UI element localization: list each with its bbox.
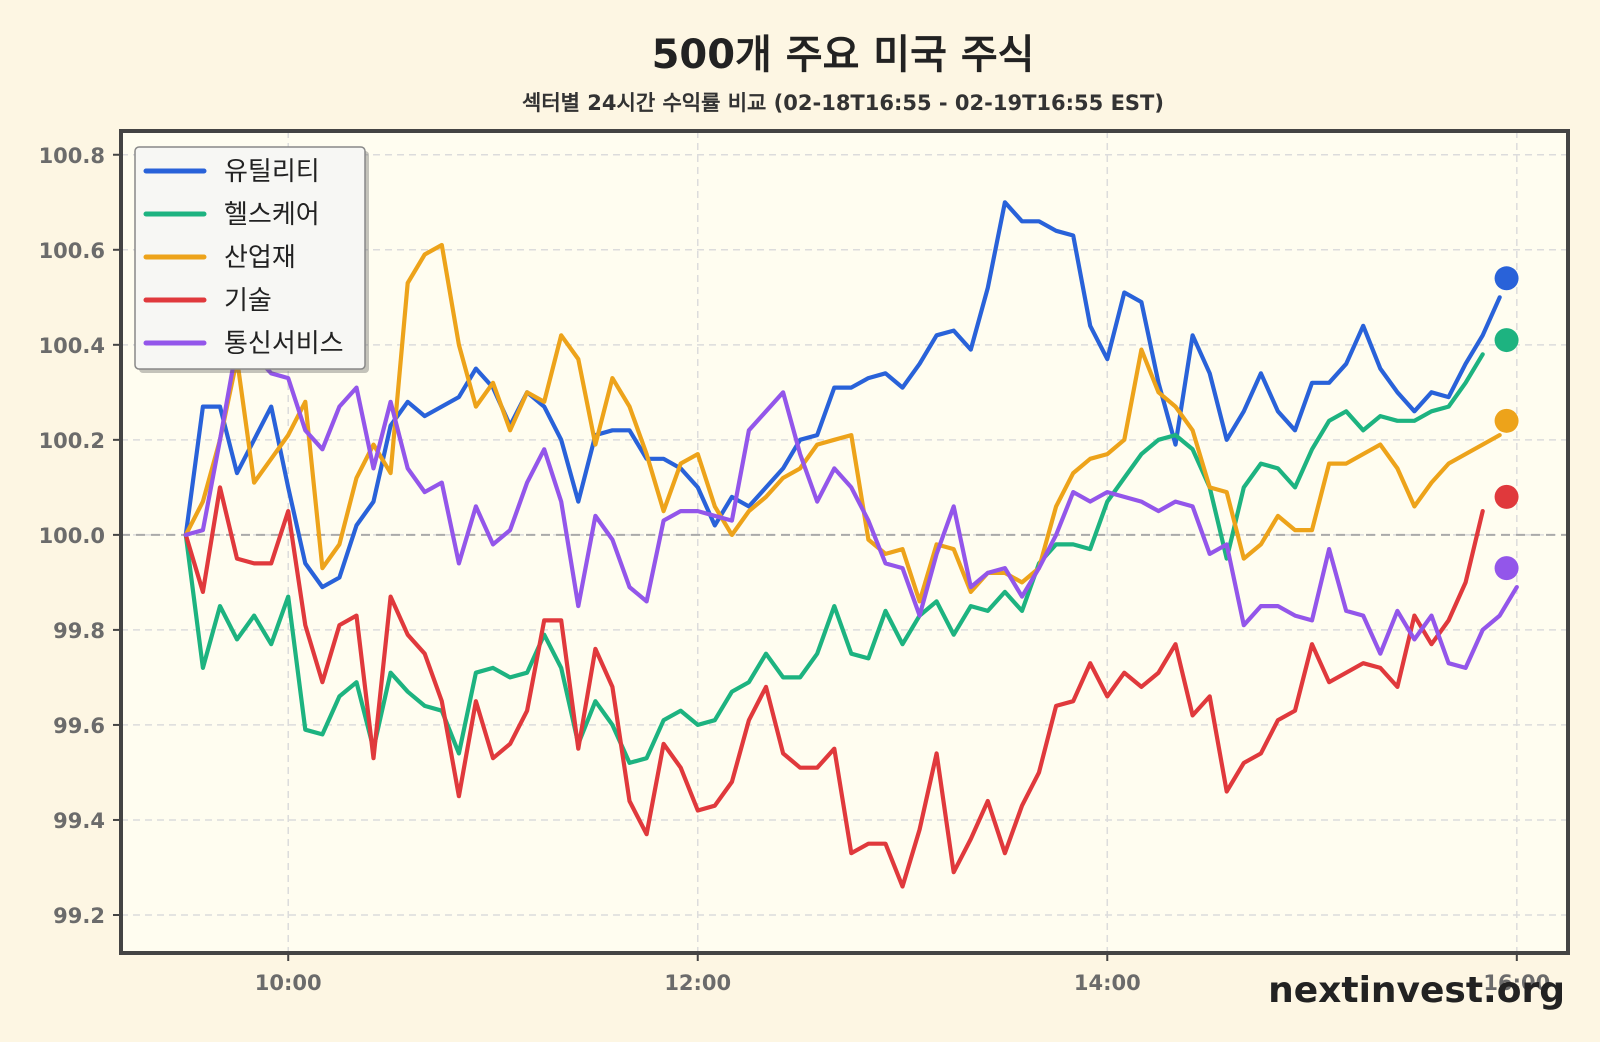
chart-subtitle: 섹터별 24시간 수익률 비교 (02-18T16:55 - 02-19T16:… <box>522 91 1164 115</box>
legend-label-0: 유틸리티 <box>224 157 320 187</box>
plot-frame <box>119 129 1570 955</box>
x-tick-label-2: 14:00 <box>1074 971 1141 995</box>
end-markers <box>1494 266 1519 581</box>
end-marker-0 <box>1494 266 1519 291</box>
legend-label-3: 기술 <box>224 286 272 316</box>
y-axis: 99.2 99.4 99.6 99.8 100.0 100.2 100.4 100.6 100.… <box>39 144 121 928</box>
x-tick-label-3: 16:00 <box>1483 971 1550 995</box>
legend-box <box>134 146 366 370</box>
series-line-3 <box>183 485 1485 889</box>
series-line-4 <box>183 342 1519 671</box>
end-marker-4 <box>1494 556 1519 581</box>
series-line-1 <box>183 352 1485 766</box>
end-marker-3 <box>1494 484 1519 509</box>
legend-label-1: 헬스케어 <box>224 200 320 230</box>
legend-label-4: 통신서비스 <box>224 329 344 359</box>
y-tick-label-1: 99.4 <box>53 809 105 833</box>
series-line-2 <box>183 242 1502 604</box>
chart-title: 500개 주요 미국 주식 <box>652 32 1035 78</box>
end-marker-2 <box>1494 408 1519 433</box>
x-axis: 10:00 12:00 14:00 16:00 <box>255 953 1550 995</box>
watermark: nextinvest.org <box>1268 970 1565 1011</box>
end-marker-1 <box>1494 328 1519 353</box>
y-tick-label-5: 100.2 <box>39 429 105 453</box>
series-line-0 <box>183 200 1502 590</box>
y-tick-label-6: 100.4 <box>39 334 105 358</box>
y-tick-label-4: 100.0 <box>39 524 105 548</box>
y-tick-label-0: 99.2 <box>53 904 105 928</box>
x-tick-label-0: 10:00 <box>255 971 322 995</box>
x-tick-label-1: 12:00 <box>664 971 731 995</box>
y-tick-label-2: 99.6 <box>53 714 105 738</box>
y-tick-label-8: 100.8 <box>39 144 105 168</box>
y-tick-label-7: 100.6 <box>39 239 105 263</box>
series-layer <box>183 200 1519 889</box>
y-tick-label-3: 99.8 <box>53 619 105 643</box>
legend-label-2: 산업재 <box>224 243 296 273</box>
